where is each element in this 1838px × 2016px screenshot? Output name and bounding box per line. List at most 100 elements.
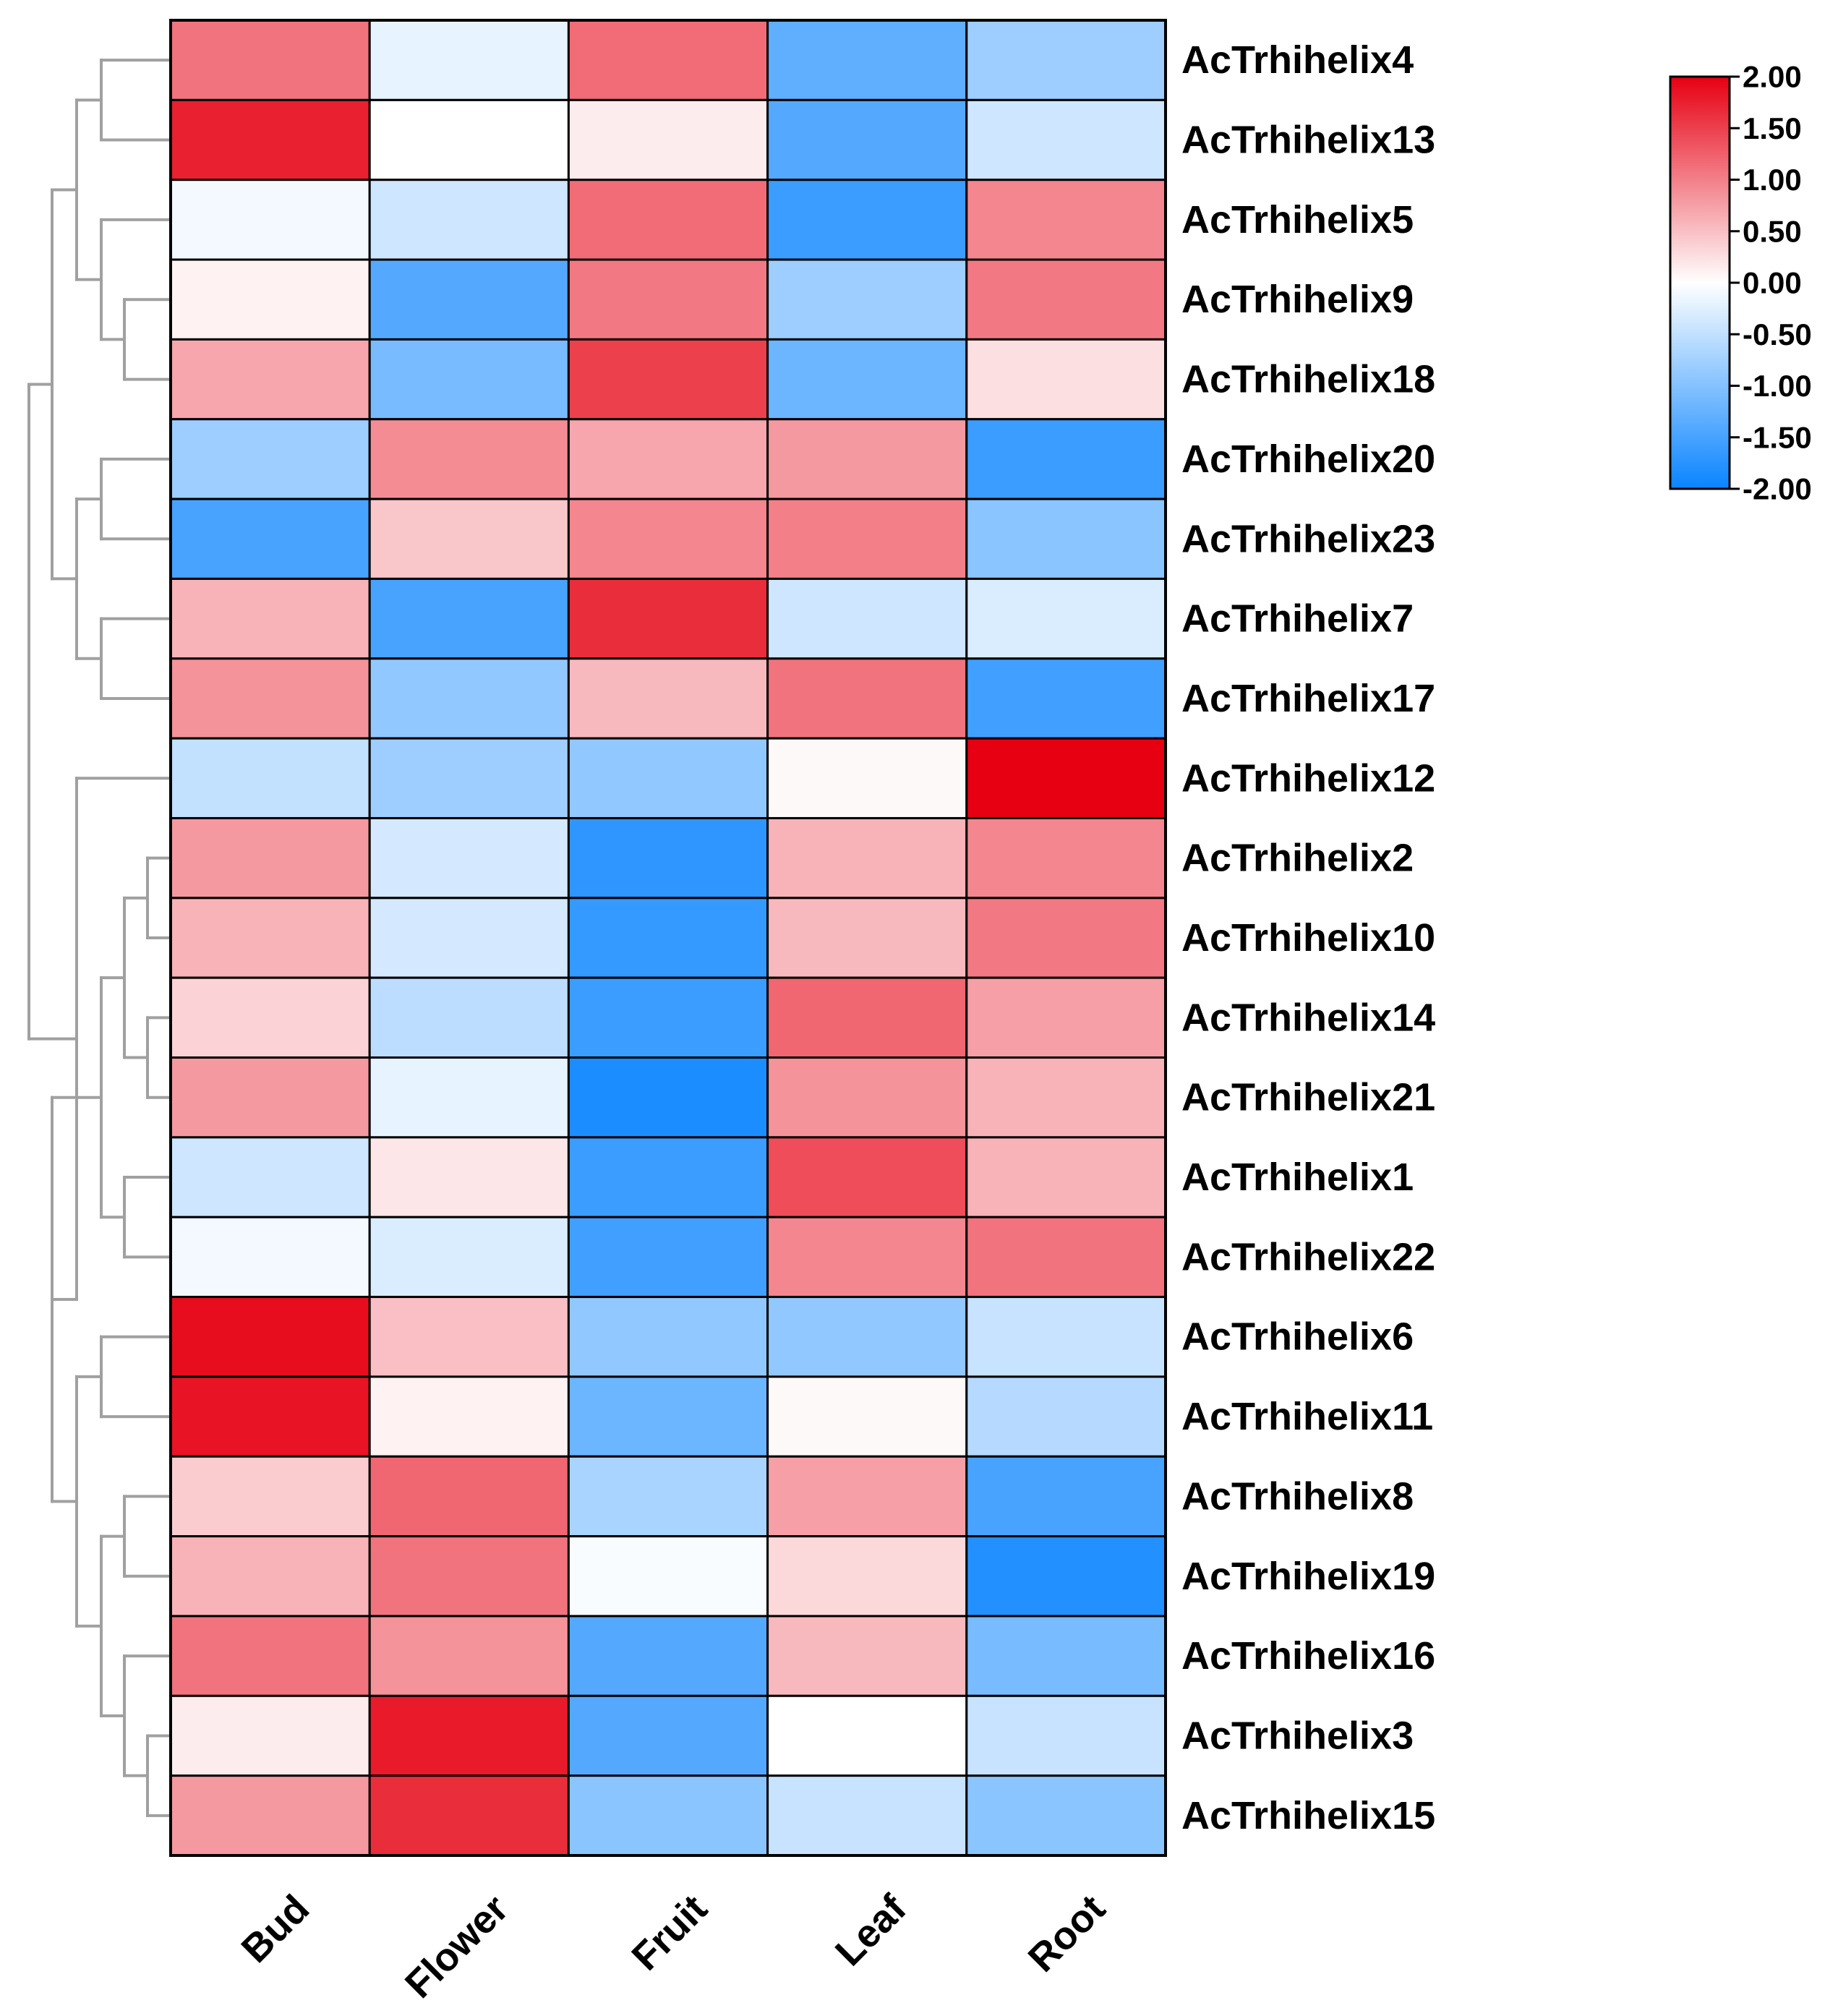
row-labels: AcTrhihelix4 AcTrhihelix13 AcTrhihelix5 AcT… <box>1181 38 1435 1837</box>
heatmap-cell-actrhihelix12-fruit <box>567 737 769 819</box>
heatmap-cell-actrhihelix1-leaf <box>766 1136 968 1218</box>
row-label-actrhihelix13: AcTrhihelix13 <box>1181 119 1435 162</box>
heatmap-cell-actrhihelix20-fruit <box>567 418 769 500</box>
heatmap-cell-actrhihelix16-bud <box>169 1615 371 1697</box>
heatmap-cell-actrhihelix21-leaf <box>766 1056 968 1139</box>
row-label-actrhihelix20: AcTrhihelix20 <box>1181 437 1435 481</box>
heatmap-cell-actrhihelix19-fruit <box>567 1535 769 1618</box>
heatmap-cell-actrhihelix15-root <box>965 1774 1167 1857</box>
row-label-actrhihelix9: AcTrhihelix9 <box>1181 278 1414 321</box>
heatmap-cell-actrhihelix11-flower <box>368 1375 570 1458</box>
heatmap-cell-actrhihelix3-bud <box>169 1694 371 1777</box>
heatmap-cell-actrhihelix6-root <box>965 1296 1167 1378</box>
row-label-actrhihelix19: AcTrhihelix19 <box>1181 1555 1435 1598</box>
row-label-actrhihelix16: AcTrhihelix16 <box>1181 1634 1435 1678</box>
heatmap-cell-actrhihelix21-fruit <box>567 1056 769 1139</box>
heatmap-cell-actrhihelix3-leaf <box>766 1694 968 1777</box>
heatmap-cell-actrhihelix13-leaf <box>766 98 968 181</box>
color-legend: 2.00 1.50 1.00 0.50 0.00 -0.50 -1.00 -1.50 -2.00 <box>1669 60 1812 506</box>
row-label-actrhihelix15: AcTrhihelix15 <box>1181 1794 1435 1837</box>
heatmap-cell-actrhihelix18-flower <box>368 338 570 421</box>
heatmap-cell-actrhihelix3-root <box>965 1694 1167 1777</box>
heatmap-cell-actrhihelix2-flower <box>368 816 570 900</box>
heatmap-cell-actrhihelix11-leaf <box>766 1375 968 1458</box>
heatmap-cell-actrhihelix6-flower <box>368 1296 570 1378</box>
heatmap-cell-actrhihelix18-root <box>965 338 1167 421</box>
heatmap-cell-actrhihelix2-leaf <box>766 816 968 900</box>
heatmap-cell-actrhihelix23-bud <box>169 497 371 580</box>
heatmap-cell-actrhihelix16-fruit <box>567 1615 769 1697</box>
heatmap-cell-actrhihelix7-root <box>965 577 1167 660</box>
heatmap-cell-actrhihelix10-flower <box>368 897 570 979</box>
heatmap-cell-actrhihelix21-bud <box>169 1056 371 1139</box>
heatmap-cell-actrhihelix4-root <box>965 19 1167 101</box>
heatmap-cell-actrhihelix22-leaf <box>766 1216 968 1299</box>
heatmap-cell-actrhihelix1-fruit <box>567 1136 769 1218</box>
heatmap-cell-actrhihelix23-root <box>965 497 1167 580</box>
heatmap-cell-actrhihelix1-flower <box>368 1136 570 1218</box>
heatmap-cell-actrhihelix17-flower <box>368 657 570 740</box>
heatmap-cell-actrhihelix1-root <box>965 1136 1167 1218</box>
heatmap-cell-actrhihelix4-bud <box>169 19 371 101</box>
row-label-actrhihelix7: AcTrhihelix7 <box>1181 597 1414 641</box>
heatmap-cell-actrhihelix23-leaf <box>766 497 968 580</box>
heatmap-cell-actrhihelix17-root <box>965 657 1167 740</box>
heatmap-cell-actrhihelix15-bud <box>169 1774 371 1857</box>
heatmap-cell-actrhihelix19-leaf <box>766 1535 968 1618</box>
heatmap-cell-actrhihelix21-flower <box>368 1056 570 1139</box>
column-label-bud: Bud <box>234 1887 318 1971</box>
heatmap-cell-actrhihelix8-flower <box>368 1455 570 1538</box>
color-scale-bar <box>1669 75 1731 490</box>
heatmap-cell-actrhihelix21-root <box>965 1056 1167 1139</box>
heatmap-cell-actrhihelix11-fruit <box>567 1375 769 1458</box>
heatmap-cell-actrhihelix22-bud <box>169 1216 371 1299</box>
heatmap-cell-actrhihelix17-leaf <box>766 657 968 740</box>
row-label-actrhihelix12: AcTrhihelix12 <box>1181 756 1435 800</box>
heatmap-cell-actrhihelix2-fruit <box>567 816 769 900</box>
heatmap-cell-actrhihelix14-fruit <box>567 976 769 1059</box>
heatmap-cell-actrhihelix6-leaf <box>766 1296 968 1378</box>
heatmap-cell-actrhihelix5-bud <box>169 179 371 261</box>
legend-tick-label: 1.50 <box>1743 111 1802 145</box>
heatmap-cell-actrhihelix12-bud <box>169 737 371 819</box>
heatmap-cell-actrhihelix16-leaf <box>766 1615 968 1697</box>
row-label-actrhihelix11: AcTrhihelix11 <box>1181 1395 1433 1438</box>
row-label-actrhihelix5: AcTrhihelix5 <box>1181 198 1414 242</box>
heatmap-cell-actrhihelix9-flower <box>368 258 570 341</box>
heatmap-cell-actrhihelix12-root <box>965 737 1167 819</box>
heatmap-cell-actrhihelix10-bud <box>169 897 371 979</box>
heatmap-border <box>169 19 1167 1857</box>
heatmap-cell-actrhihelix8-bud <box>169 1455 371 1538</box>
heatmap-cell-actrhihelix8-fruit <box>567 1455 769 1538</box>
column-labels: Bud Flower Fruit Leaf Root <box>234 1887 1114 2007</box>
heatmap-cell-actrhihelix9-bud <box>169 258 371 341</box>
row-label-actrhihelix23: AcTrhihelix23 <box>1181 517 1435 560</box>
heatmap-cell-actrhihelix5-flower <box>368 179 570 261</box>
heatmap-cell-actrhihelix11-root <box>965 1375 1167 1458</box>
heatmap-cell-actrhihelix16-flower <box>368 1615 570 1697</box>
heatmap-cell-actrhihelix7-leaf <box>766 577 968 660</box>
heatmap-cell-actrhihelix20-leaf <box>766 418 968 500</box>
heatmap-cell-actrhihelix14-bud <box>169 976 371 1059</box>
heatmap-cell-actrhihelix20-bud <box>169 418 371 500</box>
heatmap-cell-actrhihelix10-leaf <box>766 897 968 979</box>
heatmap-cell-actrhihelix22-fruit <box>567 1216 769 1299</box>
heatmap-cell-actrhihelix2-root <box>965 816 1167 900</box>
row-label-actrhihelix18: AcTrhihelix18 <box>1181 358 1435 401</box>
heatmap-cell-actrhihelix19-bud <box>169 1535 371 1618</box>
legend-tick-label: -1.50 <box>1743 420 1812 454</box>
heatmap-cell-actrhihelix14-leaf <box>766 976 968 1059</box>
heatmap-cell-actrhihelix19-flower <box>368 1535 570 1618</box>
heatmap-cell-actrhihelix7-bud <box>169 577 371 660</box>
row-label-actrhihelix6: AcTrhihelix6 <box>1181 1315 1414 1359</box>
heatmap-cell-actrhihelix7-fruit <box>567 577 769 660</box>
legend-tick-label: 1.00 <box>1743 163 1802 197</box>
heatmap-cell-actrhihelix12-flower <box>368 737 570 819</box>
heatmap-cell-actrhihelix10-fruit <box>567 897 769 979</box>
heatmap-cell-actrhihelix4-leaf <box>766 19 968 101</box>
row-label-actrhihelix4: AcTrhihelix4 <box>1181 38 1414 82</box>
heatmap-cell-actrhihelix13-fruit <box>567 98 769 181</box>
column-label-fruit: Fruit <box>623 1887 715 1978</box>
row-label-actrhihelix21: AcTrhihelix21 <box>1181 1076 1435 1119</box>
heatmap-cell-actrhihelix9-leaf <box>766 258 968 341</box>
